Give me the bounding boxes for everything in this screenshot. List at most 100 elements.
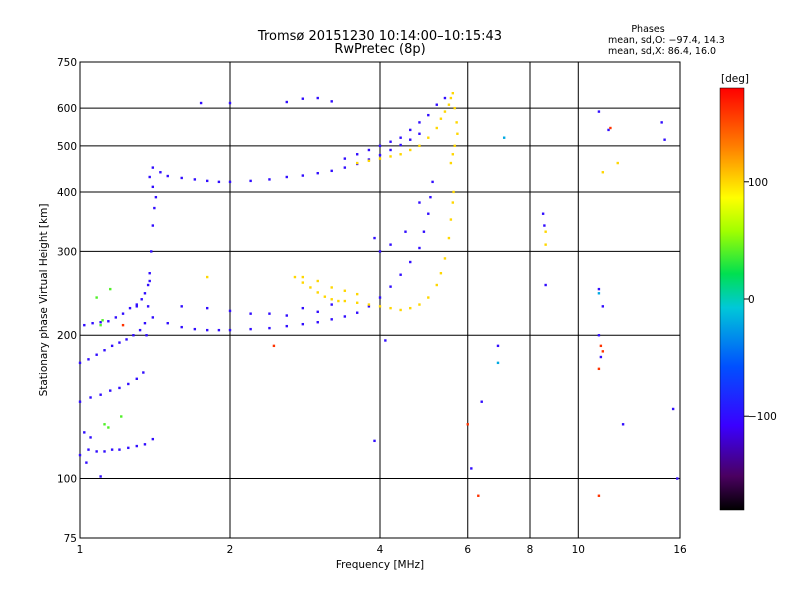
- data-point: [409, 306, 412, 310]
- colorbar-label: [deg]: [721, 73, 749, 85]
- data-point: [601, 305, 605, 308]
- data-point: [399, 308, 402, 312]
- data-point: [599, 344, 603, 348]
- data-point: [435, 103, 438, 106]
- data-point: [87, 358, 90, 361]
- data-point: [435, 126, 438, 130]
- data-point: [453, 106, 456, 110]
- data-point: [373, 236, 376, 240]
- data-point: [443, 110, 447, 113]
- data-point: [451, 91, 455, 95]
- x-tick-label: 4: [377, 544, 384, 556]
- colorbar-tick-label: −100: [748, 411, 777, 423]
- data-point: [455, 121, 458, 124]
- data-point: [166, 174, 169, 178]
- data-point: [151, 437, 155, 441]
- data-point: [107, 320, 110, 323]
- data-point: [151, 316, 155, 319]
- data-point: [125, 338, 128, 341]
- data-point: [367, 305, 371, 308]
- data-point: [378, 144, 382, 148]
- data-point: [159, 171, 162, 174]
- data-point: [110, 448, 114, 451]
- data-point: [399, 136, 402, 139]
- data-point: [148, 175, 151, 179]
- data-point: [355, 301, 359, 304]
- data-point: [91, 321, 94, 325]
- data-point: [660, 121, 663, 124]
- data-point: [145, 334, 148, 337]
- data-point: [544, 243, 547, 246]
- data-point: [148, 279, 151, 283]
- y-tick-label: 500: [57, 141, 77, 153]
- data-point: [330, 286, 333, 289]
- data-point: [285, 175, 288, 179]
- data-point: [373, 439, 376, 443]
- x-tick-label: 10: [572, 544, 585, 556]
- data-point: [399, 143, 402, 147]
- data-point: [597, 367, 601, 371]
- data-point: [343, 289, 347, 292]
- data-point: [95, 353, 98, 356]
- data-point: [343, 157, 347, 160]
- data-point: [418, 144, 421, 148]
- data-point: [135, 303, 138, 306]
- data-point: [480, 400, 483, 403]
- data-point: [143, 292, 147, 295]
- data-point: [316, 279, 319, 283]
- data-point: [443, 257, 447, 260]
- data-point: [389, 306, 392, 310]
- data-point: [301, 306, 305, 310]
- data-point: [330, 298, 333, 301]
- data-point: [301, 275, 305, 279]
- data-point: [399, 273, 402, 276]
- data-point: [541, 212, 545, 215]
- data-point: [435, 283, 438, 287]
- data-point: [399, 153, 402, 156]
- data-point: [138, 328, 142, 332]
- data-point: [477, 494, 480, 497]
- data-point: [107, 426, 110, 429]
- data-point: [135, 377, 138, 380]
- y-tick-label: 400: [57, 187, 77, 199]
- x-axis-label: Frequency [MHz]: [336, 559, 424, 571]
- data-point: [205, 179, 209, 183]
- data-point: [601, 171, 605, 174]
- y-tick-label: 75: [64, 533, 77, 545]
- data-point: [95, 450, 98, 453]
- data-point: [180, 325, 183, 329]
- data-point: [193, 178, 197, 181]
- data-point: [621, 423, 625, 426]
- data-point: [378, 157, 382, 160]
- data-point: [367, 303, 371, 306]
- data-point: [301, 97, 305, 100]
- data-point: [109, 389, 112, 392]
- phase-stats-o: mean, sd,O: −97.4, 14.3: [608, 35, 725, 46]
- data-point: [663, 138, 666, 141]
- data-point: [83, 431, 86, 434]
- data-point: [451, 153, 455, 156]
- data-point: [121, 323, 125, 327]
- data-point: [87, 448, 90, 451]
- data-point: [330, 169, 333, 173]
- data-point: [103, 423, 106, 426]
- data-point: [452, 190, 455, 194]
- data-point: [127, 382, 130, 386]
- data-point: [199, 101, 203, 105]
- data-point: [337, 299, 340, 303]
- data-point: [429, 195, 432, 199]
- data-point: [616, 161, 619, 165]
- colorbar-tick-label: 100: [748, 177, 768, 189]
- data-point: [110, 344, 114, 348]
- colorbar-tick-label: 0: [748, 294, 755, 306]
- data-point: [607, 128, 610, 132]
- data-point: [151, 185, 155, 189]
- data-point: [544, 283, 547, 287]
- data-point: [355, 311, 359, 314]
- data-point: [409, 260, 412, 264]
- data-point: [422, 230, 426, 233]
- data-point: [249, 312, 252, 315]
- data-point: [418, 121, 421, 124]
- data-point: [330, 318, 333, 321]
- data-point: [205, 306, 209, 310]
